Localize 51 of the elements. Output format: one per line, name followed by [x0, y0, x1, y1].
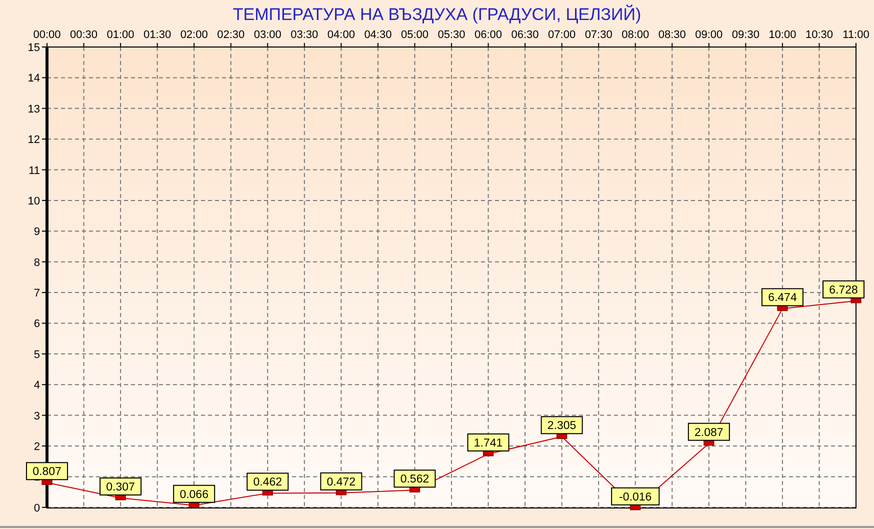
y-tick-label: 6: [34, 318, 40, 330]
x-tick-label: 09:00: [695, 29, 723, 41]
x-tick-label: 10:30: [805, 29, 833, 41]
data-label: -0.016: [619, 491, 652, 504]
y-tick-label: 11: [28, 164, 40, 177]
data-label: 2.087: [694, 426, 724, 439]
y-tick-label: 5: [34, 348, 40, 361]
x-tick-label: 08:30: [658, 29, 686, 41]
x-tick-label: 10:00: [768, 29, 796, 41]
x-tick-label: 00:30: [70, 29, 98, 41]
y-tick-label: 14: [28, 72, 40, 85]
x-tick-label: 05:30: [438, 29, 466, 41]
x-tick-label: 04:00: [327, 29, 355, 41]
y-tick-label: 10: [28, 195, 40, 208]
data-label: 0.462: [253, 476, 282, 489]
x-tick-label: 06:00: [474, 29, 502, 41]
y-tick-label: 3: [34, 410, 40, 422]
x-tick-label: 01:30: [144, 29, 172, 41]
x-tick-label: 08:00: [622, 29, 650, 41]
chart-title: ТЕМПЕРАТУРА НА ВЪЗДУХА (ГРАДУСИ, ЦЕЛЗИЙ): [232, 4, 642, 24]
x-tick-label: 01:00: [106, 29, 134, 41]
data-label: 0.807: [32, 466, 62, 478]
y-tick-label: 12: [28, 134, 40, 146]
x-tick-label: 00:00: [33, 29, 61, 41]
x-tick-label: 03:00: [254, 29, 282, 41]
y-tick-label: 2: [34, 441, 40, 453]
x-tick-label: 03:30: [290, 29, 318, 41]
data-label: 6.474: [768, 292, 798, 304]
x-tick-label: 06:30: [511, 29, 539, 41]
x-tick-label: 02:30: [217, 29, 245, 41]
x-tick-label: 04:30: [364, 29, 392, 41]
data-label: 2.305: [547, 420, 576, 432]
data-label: 0.307: [106, 481, 135, 494]
y-tick-label: 9: [34, 226, 40, 238]
x-tick-label: 09:30: [732, 29, 760, 41]
y-tick-label: 8: [34, 256, 40, 269]
data-label: 0.562: [400, 474, 430, 486]
y-tick-label: 4: [34, 380, 40, 392]
y-tick-label: 7: [34, 288, 40, 300]
x-tick-label: 02:00: [180, 29, 208, 41]
data-label: 0.472: [326, 476, 356, 488]
data-label: 1.741: [474, 437, 503, 450]
x-tick-label: 07:00: [548, 29, 576, 41]
y-tick-label: 15: [28, 42, 40, 54]
data-label: 0.066: [180, 488, 208, 501]
x-tick-label: 07:30: [584, 29, 612, 41]
x-tick-label: 11:00: [842, 29, 870, 41]
y-tick-label: 13: [28, 103, 40, 116]
y-tick-label: 0: [34, 502, 40, 514]
x-tick-label: 05:00: [400, 29, 428, 41]
data-label: 6.728: [829, 284, 858, 296]
